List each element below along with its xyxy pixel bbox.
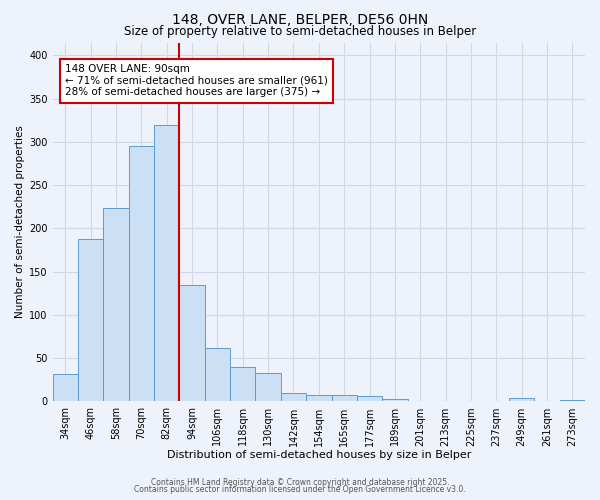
Bar (332, 396, 357, 402)
Text: 148 OVER LANE: 90sqm
← 71% of semi-detached houses are smaller (961)
28% of semi: 148 OVER LANE: 90sqm ← 71% of semi-detac… (65, 64, 328, 98)
Bar (509, 398, 535, 402)
Bar (154, 124, 179, 402)
Bar (205, 348, 230, 402)
Bar (433, 400, 458, 402)
Bar (306, 394, 332, 402)
Bar (458, 400, 484, 402)
Bar (407, 400, 433, 402)
Bar (484, 400, 509, 402)
Bar (230, 367, 256, 402)
Bar (53, 374, 78, 402)
Bar (103, 208, 129, 402)
X-axis label: Distribution of semi-detached houses by size in Belper: Distribution of semi-detached houses by … (167, 450, 471, 460)
Text: 148, OVER LANE, BELPER, DE56 0HN: 148, OVER LANE, BELPER, DE56 0HN (172, 12, 428, 26)
Bar (179, 284, 205, 402)
Bar (382, 399, 407, 402)
Y-axis label: Number of semi-detached properties: Number of semi-detached properties (15, 126, 25, 318)
Bar (357, 396, 382, 402)
Bar (535, 400, 560, 402)
Bar (129, 146, 154, 402)
Text: Contains public sector information licensed under the Open Government Licence v3: Contains public sector information licen… (134, 485, 466, 494)
Bar (78, 239, 103, 402)
Bar (560, 400, 585, 402)
Bar (256, 373, 281, 402)
Text: Size of property relative to semi-detached houses in Belper: Size of property relative to semi-detach… (124, 25, 476, 38)
Bar (281, 393, 306, 402)
Text: Contains HM Land Registry data © Crown copyright and database right 2025.: Contains HM Land Registry data © Crown c… (151, 478, 449, 487)
